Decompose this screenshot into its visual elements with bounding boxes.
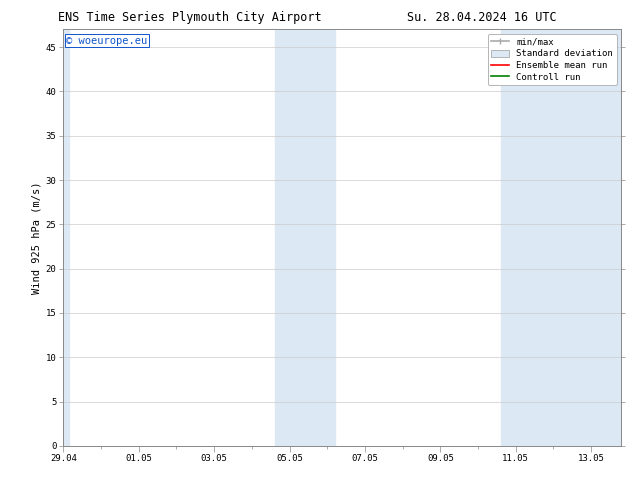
Text: ENS Time Series Plymouth City Airport: ENS Time Series Plymouth City Airport (58, 11, 322, 24)
Text: Su. 28.04.2024 16 UTC: Su. 28.04.2024 16 UTC (407, 11, 557, 24)
Bar (501, 29, 621, 446)
Bar (275, 29, 335, 446)
Legend: min/max, Standard deviation, Ensemble mean run, Controll run: min/max, Standard deviation, Ensemble me… (488, 34, 617, 85)
Text: © woeurope.eu: © woeurope.eu (66, 36, 148, 46)
Y-axis label: Wind 925 hPa (m/s): Wind 925 hPa (m/s) (32, 181, 42, 294)
Bar (63, 29, 69, 446)
